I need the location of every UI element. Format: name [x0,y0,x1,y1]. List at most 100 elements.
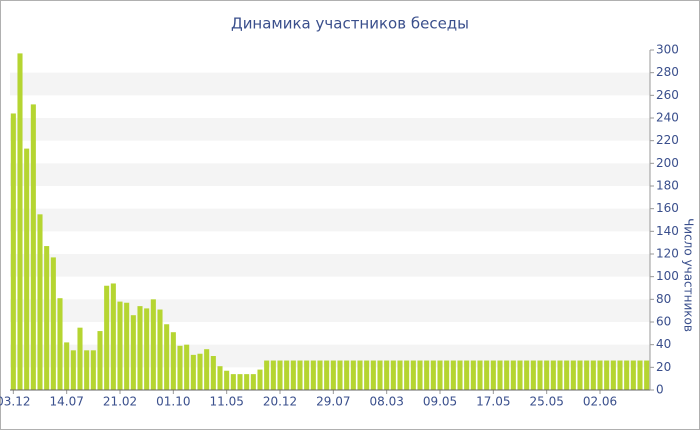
x-tick-label: 25.05 [529,395,563,409]
bar [110,283,116,390]
bar [437,360,443,390]
y-tick-label: 180 [656,179,679,193]
bar [630,360,636,390]
bar [190,354,196,390]
bar [344,360,350,390]
bar [17,53,23,391]
bar [30,104,36,391]
bar [417,360,423,390]
bar [590,360,596,390]
bar [524,360,530,390]
bar [77,327,83,390]
y-tick-label: 60 [656,315,671,329]
bar [164,324,170,390]
bar [144,308,150,390]
chart-title: Динамика участников беседы [231,15,469,33]
bar [177,345,183,390]
bar [304,360,310,390]
grid-band [10,163,650,186]
bar [364,360,370,390]
bar [404,360,410,390]
grid-band [10,299,650,322]
bar [90,350,96,390]
y-tick-label: 200 [656,156,679,170]
bar [644,360,650,390]
x-tick-label: 14.07 [49,395,83,409]
bar [464,360,470,390]
bar [290,360,296,390]
bar [210,356,216,390]
bar [224,370,230,390]
bar [330,360,336,390]
bar [610,360,616,390]
y-tick-label: 100 [656,269,679,283]
bar [470,360,476,390]
bar [570,360,576,390]
bar [557,360,563,390]
bar [24,148,30,390]
bar [270,360,276,390]
bar [130,315,136,390]
bar [550,360,556,390]
grid-band [10,344,650,368]
bar [410,360,416,390]
y-tick-label: 40 [656,337,671,351]
y-tick-label: 120 [656,247,679,261]
bar [64,342,70,390]
bar [604,360,610,390]
x-tick-label: 01.10 [156,395,190,409]
y-tick-label: 240 [656,111,679,125]
bar [384,360,390,390]
bar [257,369,263,390]
bar [450,360,456,390]
bar [517,360,523,390]
y-tick-label: 220 [656,133,679,147]
bar [170,332,176,390]
bar [230,374,236,390]
y-tick-label: 160 [656,201,679,215]
bar [70,350,76,390]
bar [477,360,483,390]
y-tick-label: 80 [656,292,671,306]
bar [497,360,503,390]
bar [624,360,630,390]
bar [117,301,123,390]
x-tick-label: 11.05 [209,395,243,409]
bar [264,360,270,390]
bar [317,360,323,390]
bar [324,360,330,390]
y-tick-label: 0 [656,383,664,397]
bar [490,360,496,390]
bar [10,113,16,390]
bar [484,360,490,390]
y-tick-label: 20 [656,360,671,374]
bar [584,360,590,390]
bar [84,350,90,390]
bar [310,360,316,390]
bar [124,302,130,390]
x-tick-label: 21.02 [103,395,137,409]
bar [597,360,603,390]
bar [244,374,250,390]
grid-band [10,118,650,141]
x-tick-label: 29.07 [316,395,350,409]
bar [564,360,570,390]
bar [44,246,50,390]
grid-band [10,208,650,232]
bar [277,360,283,390]
x-tick-label: 09.05 [423,395,457,409]
bar [217,366,223,390]
bar [197,353,203,390]
bar [537,360,543,390]
bar [510,360,516,390]
y-tick-label: 280 [656,65,679,79]
bar [444,360,450,390]
bar [370,360,376,390]
x-tick-label: 08.03 [369,395,403,409]
bar [617,360,623,390]
bar [104,285,110,390]
bar [50,257,56,390]
x-tick-label: 20.12 [263,395,297,409]
bar [97,331,103,390]
